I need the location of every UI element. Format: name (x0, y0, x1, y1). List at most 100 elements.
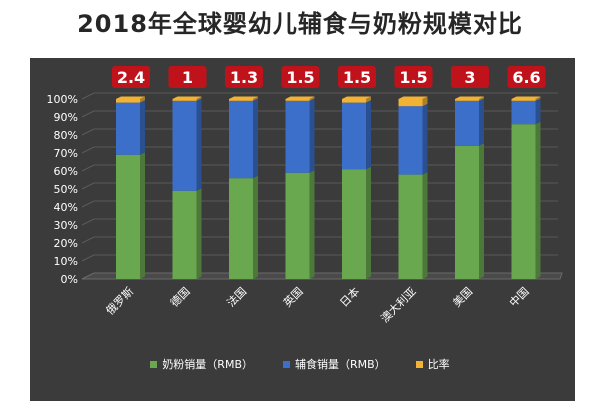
ratio-label: 3 (464, 68, 475, 87)
bar-side (535, 121, 541, 279)
bar-segment (172, 100, 197, 191)
bar-side (479, 98, 484, 146)
ratio-label: 1.5 (399, 68, 427, 87)
bar-side (535, 96, 541, 101)
ratio-badge (168, 66, 207, 88)
bar-side (253, 175, 258, 279)
legend-item-food: 辅食销量（RMB） (283, 356, 386, 372)
y-tick-label: 90% (54, 111, 78, 124)
bar-segment (285, 100, 310, 173)
bar-segment (342, 102, 366, 170)
bar-top (398, 96, 428, 99)
gridline-side (81, 218, 95, 226)
legend-label-milk: 奶粉销量（RMB） (162, 358, 253, 371)
gridline-side (81, 128, 95, 136)
bar-segment (455, 99, 479, 101)
legend-swatch-food (283, 360, 290, 368)
ratio-label: 1.5 (343, 68, 371, 87)
gridline-side (81, 200, 95, 208)
bar-segment (398, 106, 423, 175)
bar-segment (285, 172, 310, 279)
bar-side (535, 98, 541, 125)
bar-side (479, 96, 484, 101)
ratio-badge (507, 66, 546, 88)
bar-side (140, 152, 145, 279)
gridline-side (81, 254, 95, 262)
bar-segment (342, 99, 366, 103)
x-tick-label: 澳大利亚 (378, 284, 419, 325)
bar-segment (342, 169, 366, 279)
bar-segment (398, 174, 423, 279)
y-tick-label: 70% (54, 147, 78, 160)
gridline-side (81, 182, 95, 190)
bar-segment (116, 102, 140, 155)
bar-side (196, 96, 202, 101)
bar-segment (511, 100, 536, 125)
y-tick-label: 60% (54, 165, 78, 178)
bar-top (511, 96, 541, 99)
y-tick-label: 80% (54, 129, 78, 142)
bar-segment (511, 124, 536, 279)
legend-label-ratio: 比率 (427, 358, 450, 371)
bar-side (366, 96, 371, 103)
bar-segment (511, 99, 536, 101)
ratio-badge (394, 66, 433, 88)
y-tick-label: 100% (47, 93, 78, 106)
bar-side (309, 170, 315, 279)
bar-side (140, 100, 145, 155)
gridline-side (81, 164, 95, 172)
y-tick-label: 0% (61, 273, 78, 286)
bar-side (422, 172, 428, 279)
bar-top (116, 96, 145, 99)
ratio-badge (451, 66, 489, 88)
ratio-badge (281, 66, 320, 88)
legend-item-milk: 奶粉销量（RMB） (150, 356, 253, 372)
ratio-label: 1.5 (286, 68, 314, 87)
bar-segment (285, 99, 310, 101)
bar-top (229, 96, 258, 99)
ratio-badge (112, 66, 150, 88)
bar-side (196, 98, 202, 191)
bar-side (366, 166, 371, 279)
bar-side (479, 143, 484, 279)
bar-side (422, 103, 428, 175)
x-tick-label: 俄罗斯 (104, 285, 137, 318)
x-tick-label: 英国 (280, 284, 305, 309)
floor-plane (81, 272, 563, 280)
bar-top (342, 96, 371, 99)
y-tick-label: 50% (54, 183, 78, 196)
bar-segment (398, 99, 423, 107)
y-tick-label: 30% (54, 219, 78, 232)
x-tick-label: 中国 (507, 285, 532, 310)
bar-side (366, 100, 371, 170)
legend-swatch-milk (150, 360, 158, 368)
chart-legend: 奶粉销量（RMB） 辅食销量（RMB） 比率 (0, 356, 600, 372)
y-tick-label: 40% (54, 201, 78, 214)
gridline-side (81, 110, 95, 118)
bar-segment (116, 154, 140, 279)
legend-label-food: 辅食销量（RMB） (295, 358, 386, 371)
ratio-label: 2.4 (117, 68, 145, 87)
gridline-side (81, 146, 95, 154)
y-tick-label: 20% (54, 237, 78, 250)
bar-side (422, 96, 428, 107)
bar-segment (229, 99, 253, 101)
bar-segment (455, 145, 479, 279)
bar-segment (172, 99, 197, 101)
x-tick-label: 美国 (450, 285, 475, 310)
chart-title: 2018年全球婴幼儿辅食与奶粉规模对比 (77, 10, 523, 38)
bar-side (253, 98, 258, 179)
legend-swatch-ratio (415, 360, 423, 368)
gridline-side (81, 92, 95, 100)
bar-segment (229, 178, 253, 279)
bar-segment (229, 100, 253, 179)
bar-side (309, 98, 315, 173)
bar-side (309, 96, 315, 101)
y-tick-label: 10% (54, 255, 78, 268)
ratio-label: 1 (182, 68, 193, 87)
bar-top (285, 96, 315, 99)
bar-side (196, 188, 202, 279)
legend-item-ratio: 比率 (415, 356, 450, 372)
gridline-side (81, 236, 95, 244)
